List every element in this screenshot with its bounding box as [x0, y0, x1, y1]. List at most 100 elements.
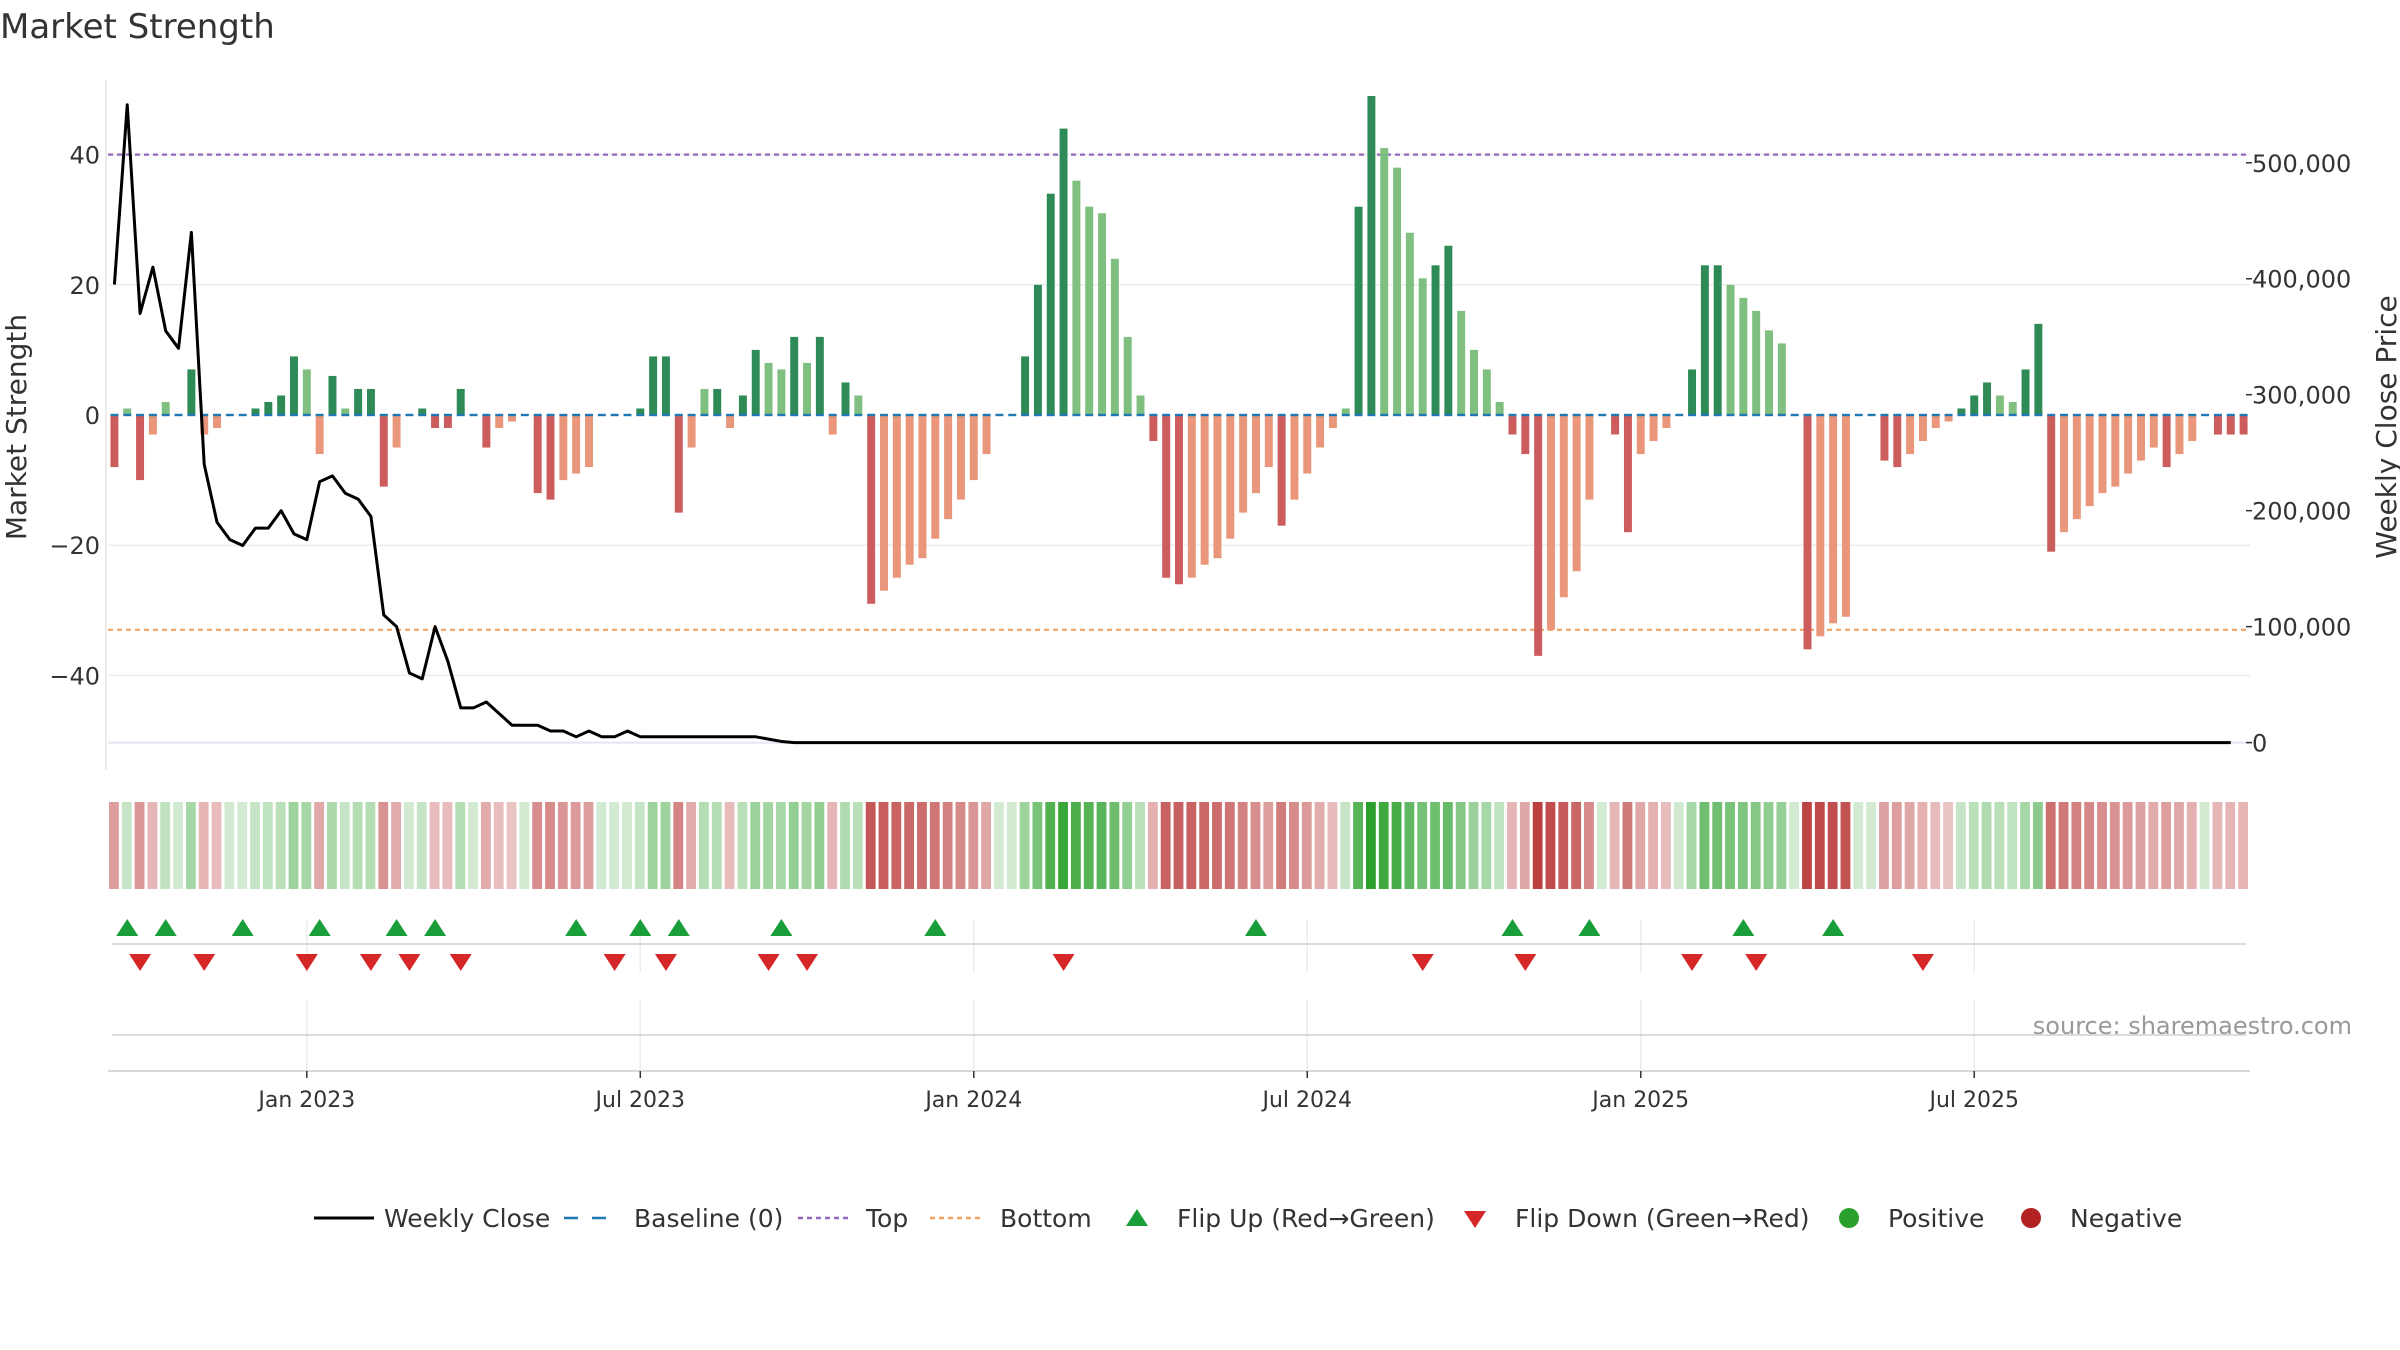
heat-cell: [865, 802, 876, 889]
heat-cell: [2186, 802, 2197, 889]
heat-cell: [1584, 802, 1594, 889]
heat-cell: [1468, 802, 1479, 889]
legend-bottom-label: Bottom: [1000, 1204, 1092, 1233]
strength-bar: [738, 395, 747, 415]
heat-cell: [352, 802, 363, 889]
heat-cell: [827, 802, 838, 889]
y-tick-label: 0: [85, 402, 100, 430]
strength-bar: [482, 415, 491, 448]
heat-cell: [1481, 802, 1492, 889]
strength-bar: [1059, 128, 1068, 415]
strength-bar: [2162, 415, 2171, 468]
strength-bar: [1431, 265, 1440, 415]
heat-cell: [506, 802, 517, 889]
heat-cell: [391, 802, 402, 889]
weekly-close-series: [112, 103, 2231, 745]
heat-cell: [288, 802, 299, 889]
legend-positive-swatch: [1839, 1208, 1859, 1228]
flip-down-marker: [1745, 954, 1768, 971]
strength-bar: [136, 415, 145, 481]
heat-cell: [1994, 802, 2005, 889]
flip-down-marker: [1911, 954, 1934, 971]
heat-cell: [2148, 802, 2159, 889]
heat-cell: [1353, 802, 1363, 889]
strength-bar: [636, 408, 645, 415]
heat-cell: [1635, 802, 1646, 889]
heat-cell: [2058, 802, 2069, 889]
strength-bar: [956, 415, 965, 500]
heat-cell: [1135, 802, 1145, 889]
strength-bar: [1239, 415, 1248, 513]
heat-cell: [1340, 802, 1351, 889]
strength-bar: [982, 415, 991, 455]
strength-bar: [443, 415, 452, 429]
strength-bar: [1380, 148, 1389, 415]
strength-bar: [495, 415, 504, 429]
heat-cell: [1673, 802, 1684, 889]
strength-bar: [508, 415, 517, 422]
heat-cell: [1660, 802, 1671, 889]
strength-bar: [1495, 401, 1504, 415]
flip-down-marker: [193, 954, 216, 971]
y2-tick-label: 100,000: [2252, 614, 2351, 642]
heat-cell: [1391, 802, 1402, 889]
strength-bar: [1367, 96, 1376, 416]
strength-bar: [931, 415, 940, 539]
y-tick-label: 40: [69, 142, 100, 170]
heat-cell: [1725, 802, 1735, 889]
heat-cell: [1904, 802, 1915, 889]
heat-cell: [609, 802, 620, 889]
heat-cell: [737, 802, 748, 889]
strength-bar: [1251, 415, 1260, 494]
strength-bar: [1931, 415, 1940, 429]
heat-cell: [673, 802, 684, 889]
strength-bar: [431, 415, 440, 429]
strength-bar: [1880, 415, 1889, 461]
heat-cell: [1058, 802, 1068, 889]
heat-cell: [160, 802, 171, 889]
strength-bar: [1611, 415, 1620, 435]
heat-cell: [1301, 802, 1312, 889]
heat-cell: [327, 802, 337, 889]
strength-bar: [1995, 395, 2004, 415]
strength-bar: [366, 388, 375, 415]
strength-bar: [1213, 415, 1222, 559]
strength-bar: [2124, 415, 2133, 474]
strength-bar: [213, 415, 222, 429]
strength-bar: [148, 415, 157, 435]
heat-cell: [1686, 802, 1697, 889]
heat-cell: [198, 802, 209, 889]
strength-bars: [110, 96, 2248, 656]
flip-down-marker: [1052, 954, 1075, 971]
strength-bar: [1226, 415, 1235, 539]
legend-flip-up-swatch: [1126, 1209, 1148, 1226]
heat-cell: [1891, 802, 1902, 889]
strength-bar: [559, 415, 568, 481]
strength-bar: [918, 415, 927, 559]
heat-cell: [1930, 802, 1941, 889]
flip-down-marker: [1681, 954, 1704, 971]
heat-cell: [519, 802, 530, 889]
strength-bar: [1444, 245, 1453, 415]
strength-bar: [1893, 415, 1902, 468]
flip-up-marker: [116, 919, 139, 936]
strength-bar: [2111, 415, 2120, 487]
strength-bar: [1264, 415, 1273, 468]
legend-top-label: Top: [865, 1204, 908, 1233]
strength-bar: [892, 415, 901, 578]
x-tick-label: Jan 2024: [923, 1088, 1022, 1113]
strength-bar: [187, 369, 196, 415]
heat-cell: [1699, 802, 1710, 889]
heat-cell: [378, 802, 389, 889]
flip-up-marker: [667, 919, 690, 936]
heat-cell: [1224, 802, 1235, 889]
flip-up-marker: [565, 919, 588, 936]
heat-cell: [1917, 802, 1928, 889]
heat-cell: [2122, 802, 2133, 889]
strength-bar: [2098, 415, 2107, 494]
strength-bar: [1046, 193, 1055, 415]
strength-bar: [2021, 369, 2030, 415]
y-tick-label: 20: [69, 272, 100, 300]
strength-bar: [1521, 415, 1530, 455]
heat-cell: [1532, 802, 1543, 889]
